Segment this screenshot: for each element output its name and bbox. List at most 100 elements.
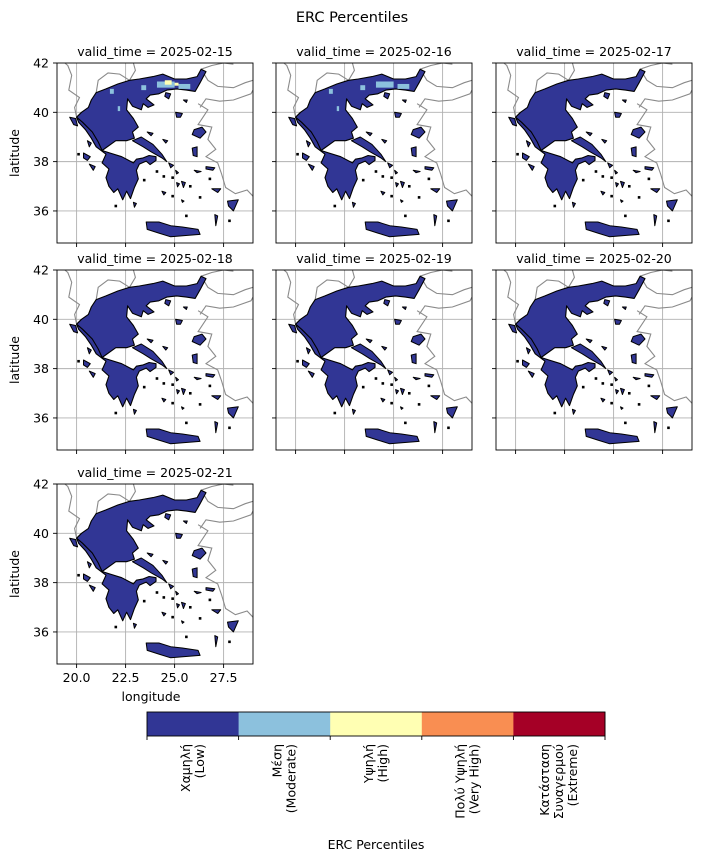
islet [553,204,557,208]
erc-moderate-cell [375,81,394,88]
islet [610,401,613,405]
island-kefalonia [302,359,310,368]
neighbor-border [639,63,673,70]
island-andros [168,369,175,376]
map-panel: valid_time = 2025-02-16 [272,44,473,247]
island-skopelos [146,338,154,344]
island-zakynthos [88,163,96,171]
islet [647,177,651,181]
neighbor-border [639,275,692,296]
island-kythira [132,622,137,629]
colorbar-label-line: (Moderate) [283,744,298,813]
island-samothrace [182,306,188,310]
island-skopelos [365,131,373,137]
island-tinos [175,590,179,596]
islet [374,377,378,380]
island-euboea [132,557,168,584]
island-skopelos [585,338,593,344]
panel-title: valid_time = 2025-02-21 [77,465,233,480]
neighbor-border [200,489,253,510]
island-karpathos [653,421,658,434]
neighbor-border [418,296,472,315]
y-axis-label: latitude [7,550,22,598]
island-skyros [381,138,388,144]
islet [142,385,146,389]
neighbor-border [197,103,253,197]
island-euboea [351,136,387,163]
island-lesbos [410,126,426,139]
islet [390,383,393,386]
neighbor-border [534,72,569,93]
map-body [57,63,253,243]
island-kos [430,395,441,400]
islet [77,573,80,577]
figure-title: ERC Percentiles [296,10,408,26]
islet [162,382,166,385]
neighbor-border [534,279,569,300]
map-body [496,270,692,450]
island-limnos [175,111,183,118]
neighbor-border [200,484,234,491]
islet [188,391,192,395]
map-panel: valid_time = 2025-02-19 [272,251,473,454]
islet [77,152,80,156]
island-ikaria [412,169,421,174]
island-kos [650,188,661,193]
island-rhodes [666,406,678,419]
island-skyros [162,559,169,565]
island-euboea [571,343,607,370]
neighbor-border [419,270,453,277]
land-mainland [515,116,596,201]
island-chios [630,146,637,158]
neighbor-border [129,484,136,502]
islet [198,617,202,620]
neighbor-border [283,63,300,118]
island-chios [630,353,637,365]
colorbar-segment [513,712,606,736]
island-zakynthos [307,370,315,378]
panel-title: valid_time = 2025-02-17 [516,44,672,59]
island-chios [191,146,198,158]
island-euboea [351,343,387,370]
land-mainland [295,116,376,201]
island-kythira [351,408,356,415]
island-kefalonia [83,573,91,582]
island-milos [380,397,386,403]
neighbor-border [348,63,355,81]
island-rhodes [446,199,458,212]
island-lefkada [305,140,311,148]
island-kefalonia [83,152,91,161]
colorbar-category-label: Χαμηλή(Low) [178,744,207,792]
island-zakynthos [527,370,535,378]
islet [581,178,585,182]
neighbor-border [199,510,253,529]
islet [171,383,174,386]
island-chios [410,353,417,365]
island-zakynthos [307,163,315,171]
island-karpathos [214,214,219,227]
islet [624,214,627,218]
island-samothrace [182,99,188,103]
island-lefkada [86,140,92,148]
islet [610,176,613,179]
islet [228,426,231,430]
island-samos [424,373,435,378]
islet [171,597,174,600]
colorbar-label-line: Μέση [269,744,284,777]
island-lefkada [525,140,531,148]
panel-title: valid_time = 2025-02-20 [516,251,672,266]
island-santorini [181,199,185,203]
colorbar-title: ERC Percentiles [328,837,425,852]
islet [114,411,118,415]
island-tinos [394,169,398,175]
neighbor-border [348,270,355,288]
island-paros [176,389,180,395]
colorbar-label-line: (Extreme) [565,744,580,806]
colorbar-label-line: (Low) [192,744,207,778]
neighbor-border [199,89,253,108]
map-panel: valid_time = 2025-02-21 36 38 40 42 latitude 2… [7,465,254,704]
island-limnos [394,318,402,325]
islet [390,401,393,405]
islet [381,382,385,385]
panel-frame [275,62,473,244]
